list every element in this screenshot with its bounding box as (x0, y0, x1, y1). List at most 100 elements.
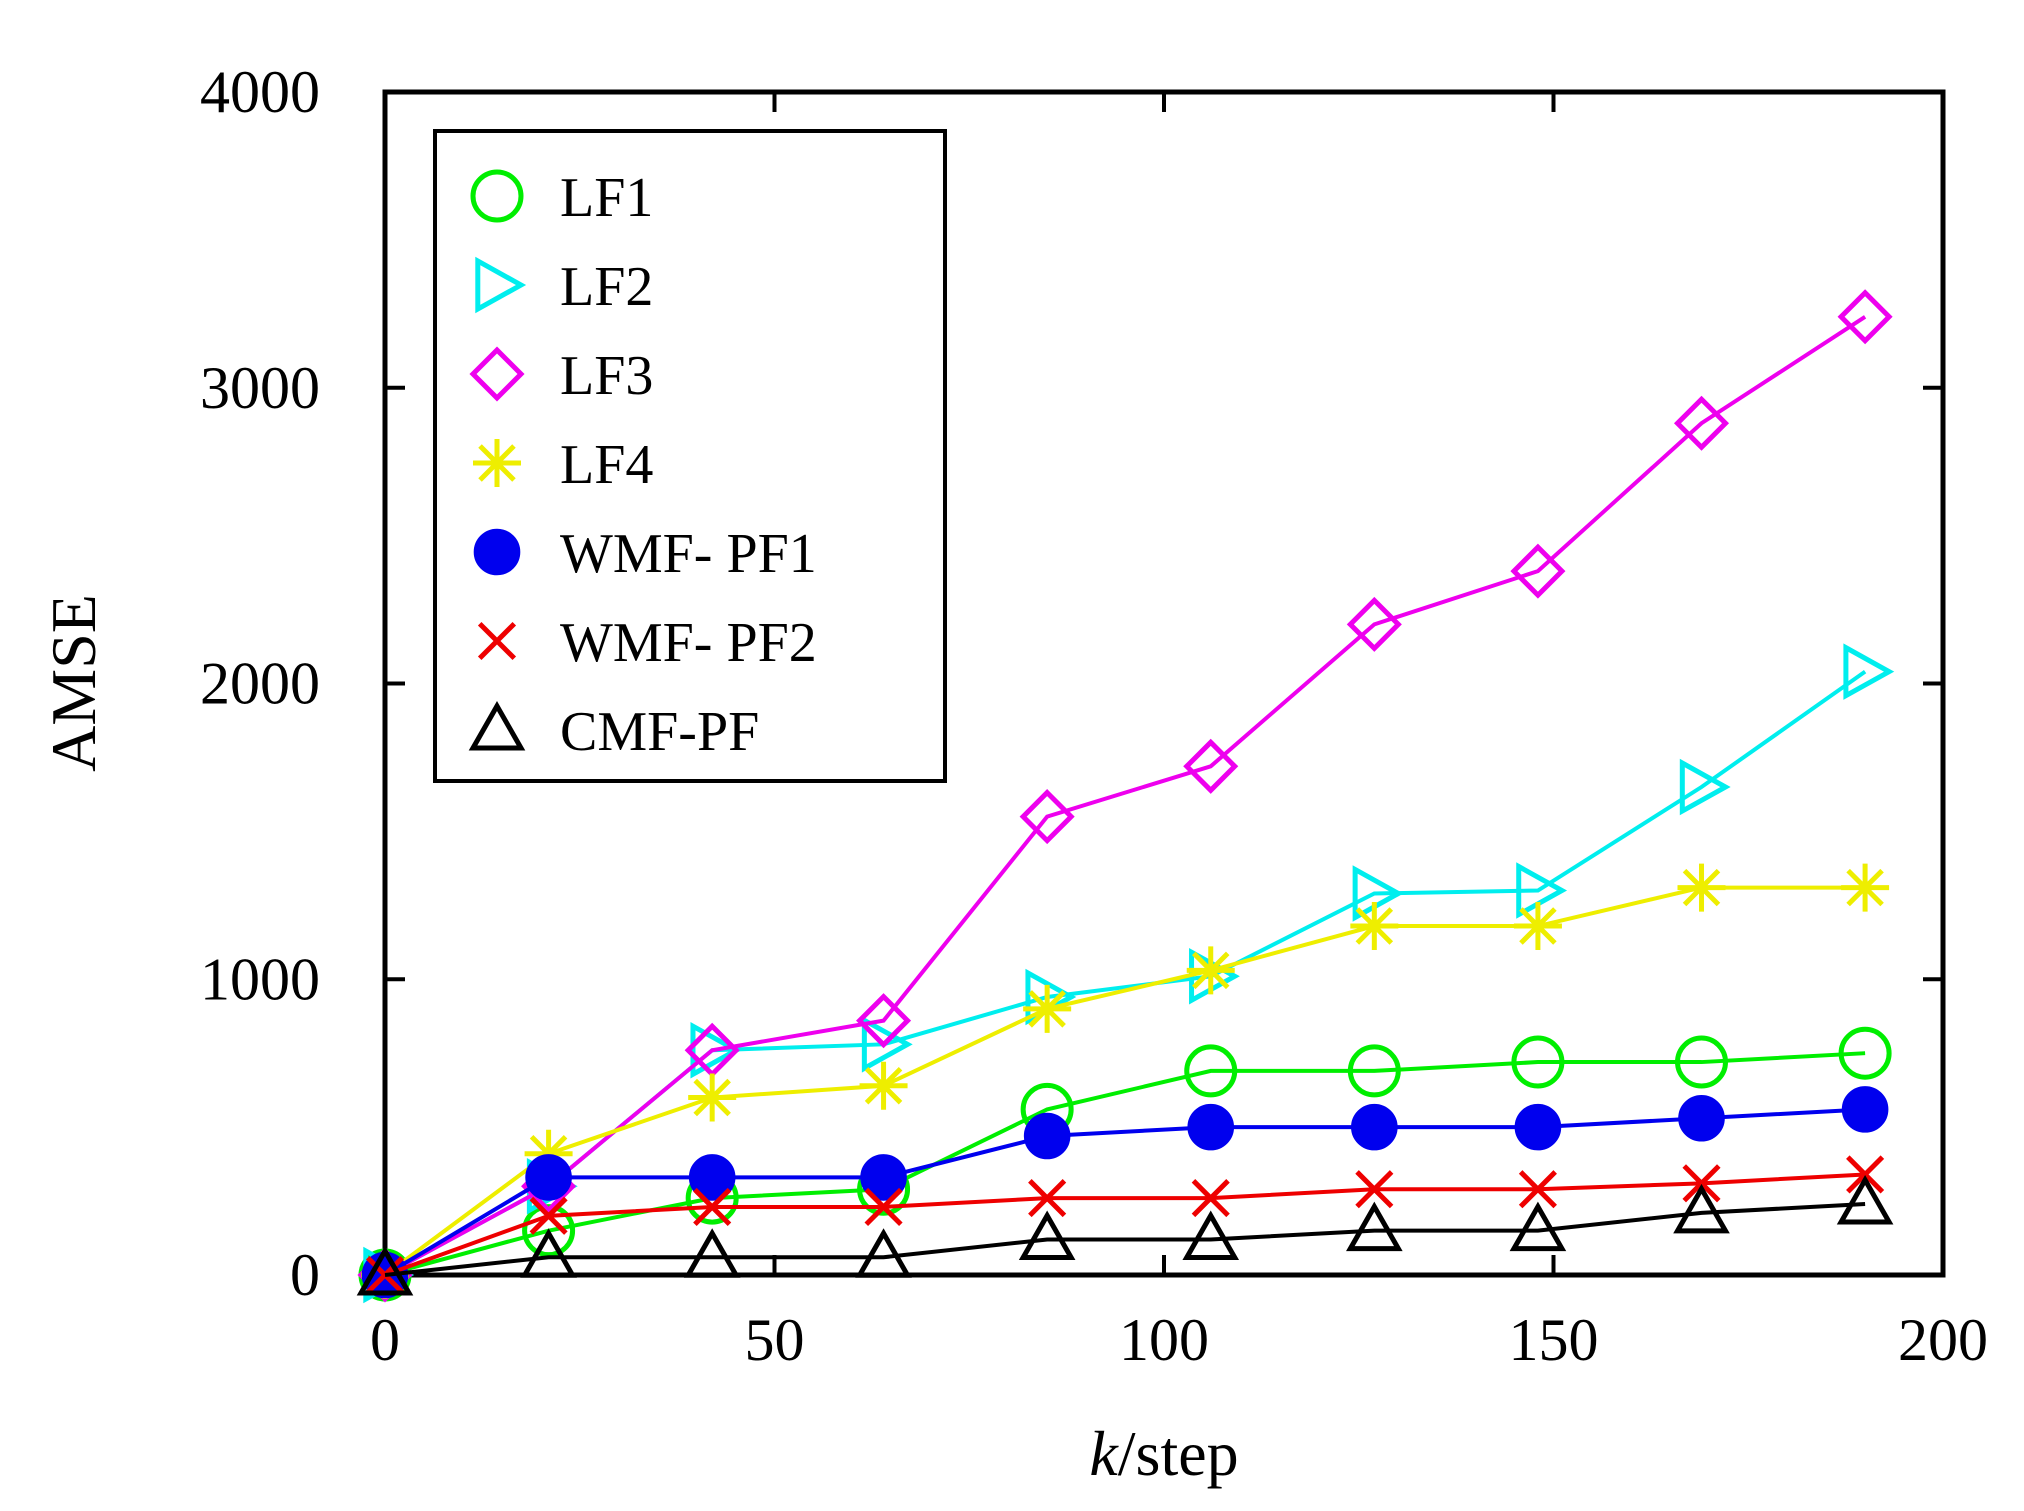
marker-diamond (469, 346, 525, 402)
x-tick-label: 150 (1509, 1307, 1599, 1373)
legend-entry: LF1 (470, 167, 653, 229)
series-line (383, 885, 1866, 1277)
marker-x (529, 1196, 568, 1235)
marker-triangle-up (683, 1228, 741, 1278)
marker-asterisk (473, 439, 521, 487)
marker-circle-open (1184, 1044, 1238, 1098)
marker-triangle-up (855, 1228, 912, 1278)
legend-label: WMF- PF1 (560, 523, 817, 585)
marker-circle-open (470, 169, 524, 223)
x-tick-label: 100 (1119, 1307, 1209, 1373)
series-layer (356, 289, 1895, 1304)
marker-circle-open (1675, 1035, 1729, 1089)
x-tick-label: 50 (745, 1307, 805, 1373)
x-axis-title: k/step (1089, 1418, 1238, 1489)
marker-triangle-up (1509, 1201, 1567, 1252)
x-axis-title-rest: /step (1118, 1418, 1239, 1489)
marker-asterisk (1841, 863, 1890, 912)
legend-entry: CMF-PF (468, 700, 759, 763)
series-lf4 (361, 863, 1890, 1299)
marker-x (1682, 1164, 1721, 1203)
marker-asterisk (1023, 984, 1072, 1033)
x-axis-title-italic: k (1089, 1418, 1119, 1489)
marker-circle-open (1347, 1044, 1401, 1098)
y-tick-label: 4000 (200, 59, 320, 125)
marker-diamond (1510, 543, 1566, 599)
marker-diamond (1673, 395, 1730, 451)
marker-circle-filled (860, 1154, 907, 1201)
marker-triangle-right (475, 256, 527, 314)
marker-asterisk (688, 1073, 737, 1122)
marker-circle-filled (525, 1154, 572, 1201)
y-axis-title: AMSE (38, 594, 109, 772)
marker-x (1355, 1170, 1394, 1209)
marker-triangle-right (861, 1016, 913, 1073)
legend-entry: LF3 (469, 345, 653, 407)
legend: LF1 LF2 LF3 LF4 WMF- PF1 WMF- PF2 CMF-PF (433, 129, 947, 783)
legend-label: LF2 (560, 256, 653, 318)
series-line (383, 1107, 1866, 1277)
marker-diamond (1019, 789, 1075, 845)
marker-x (1191, 1179, 1230, 1218)
marker-diamond (1837, 289, 1893, 345)
marker-asterisk (859, 1061, 908, 1110)
marker-x (1028, 1179, 1067, 1218)
marker-diamond (856, 993, 912, 1049)
marker-circle-filled (688, 1154, 736, 1201)
y-tick-label: 1000 (200, 946, 320, 1012)
marker-triangle-up (1673, 1183, 1730, 1234)
x-tick-label: 0 (370, 1307, 400, 1373)
legend-entry: WMF- PF2 (477, 612, 817, 674)
marker-circle-filled (473, 528, 521, 576)
legend-entry: WMF- PF1 (473, 523, 817, 585)
series-wmf-pf2 (365, 1155, 1885, 1295)
marker-x (1518, 1170, 1557, 1209)
marker-circle-filled (1678, 1094, 1725, 1142)
legend-label: LF3 (560, 345, 653, 407)
marker-asterisk (1186, 946, 1235, 995)
legend-label: WMF- PF2 (560, 612, 817, 674)
y-tick-label: 3000 (200, 355, 320, 421)
marker-circle-filled (1514, 1103, 1562, 1151)
marker-triangle-right (690, 1021, 742, 1079)
legend-box (433, 129, 947, 783)
y-tick-label: 2000 (200, 651, 320, 717)
marker-circle-open (1838, 1026, 1892, 1080)
marker-diamond (1346, 596, 1402, 652)
marker-triangle-up (356, 1245, 414, 1296)
marker-x (477, 621, 517, 661)
marker-x (864, 1187, 903, 1227)
marker-triangle-up (1346, 1201, 1403, 1252)
legend-entry: LF4 (473, 434, 653, 496)
series-wmf-pf1 (361, 1086, 1889, 1299)
marker-circle-open (1511, 1035, 1565, 1089)
marker-triangle-right (1679, 758, 1731, 816)
series-line (384, 1172, 1866, 1277)
marker-circle-filled (1023, 1112, 1071, 1160)
marker-circle-open (522, 1204, 576, 1258)
marker-asterisk (1677, 863, 1726, 912)
marker-triangle-up (1018, 1210, 1076, 1261)
legend-label: LF4 (560, 434, 653, 496)
marker-triangle-right (1843, 643, 1895, 700)
marker-triangle-up (1836, 1174, 1894, 1225)
marker-circle-filled (1841, 1086, 1889, 1133)
marker-triangle-up (520, 1228, 577, 1278)
series-cmf-pf (356, 1174, 1894, 1296)
legend-label: LF1 (560, 167, 653, 229)
legend-entry: LF2 (475, 256, 653, 318)
legend-label: CMF-PF (560, 701, 759, 763)
marker-triangle-up (1182, 1210, 1240, 1261)
marker-circle-filled (1351, 1103, 1398, 1151)
series-line (384, 315, 1867, 1277)
marker-asterisk (524, 1129, 573, 1178)
series-line (384, 1051, 1866, 1277)
marker-diamond (1183, 738, 1239, 794)
y-tick-label: 0 (290, 1242, 320, 1308)
x-tick-label: 200 (1898, 1307, 1988, 1373)
marker-triangle-up (468, 700, 526, 751)
marker-x (693, 1187, 732, 1227)
marker-circle-filled (1187, 1103, 1235, 1151)
